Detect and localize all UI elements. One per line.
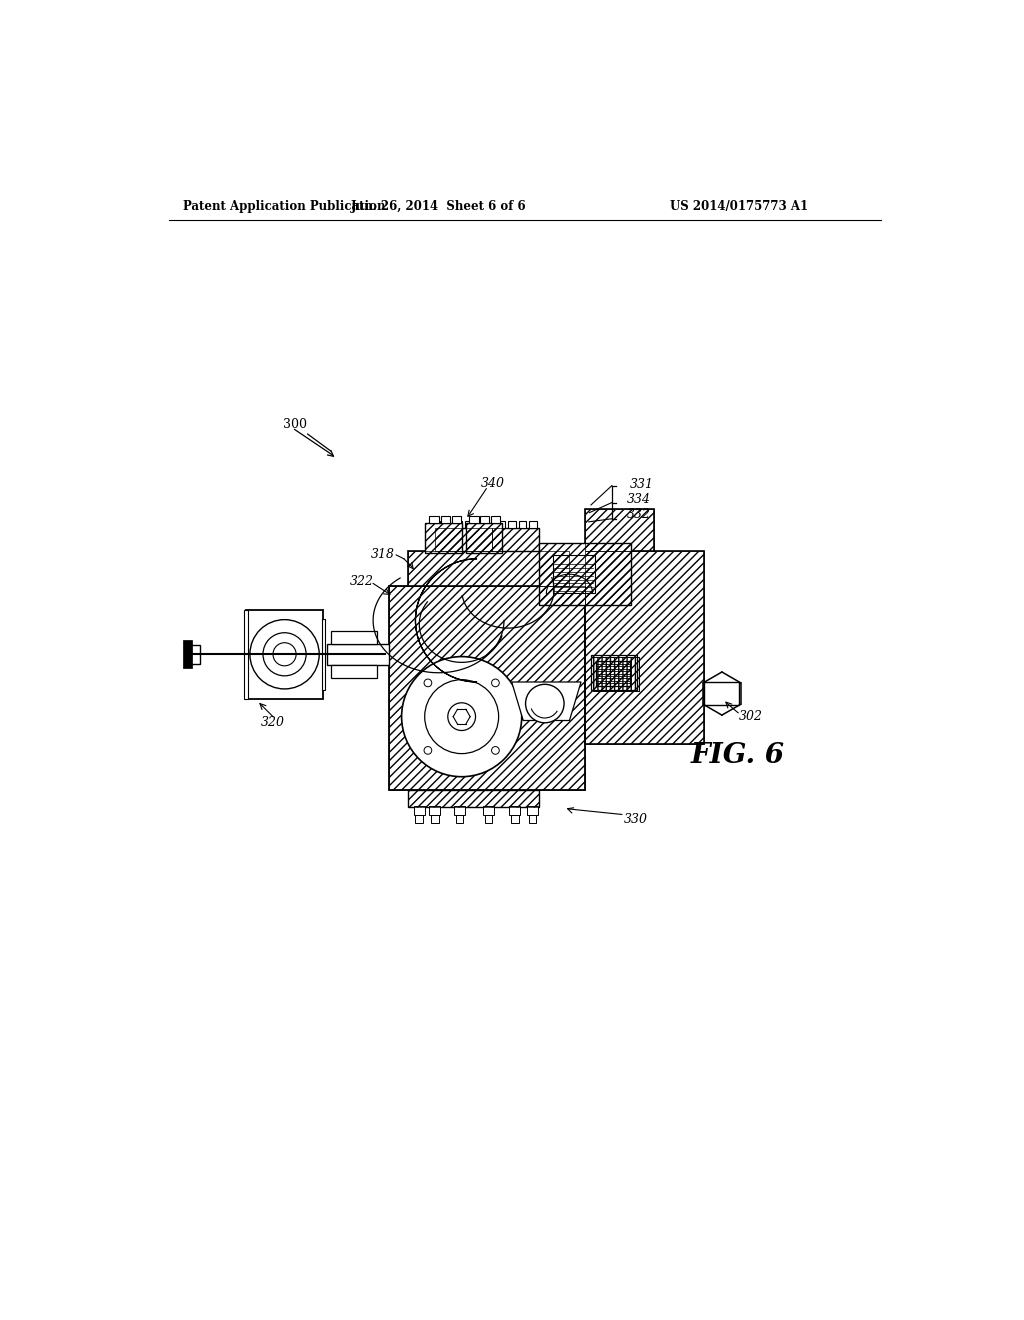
Bar [483, 807, 494, 816]
Bar [539, 544, 631, 605]
Text: 300: 300 [283, 417, 306, 430]
Bar [435, 528, 493, 552]
Bar [429, 807, 440, 816]
Bar [508, 521, 515, 528]
Circle shape [447, 702, 475, 730]
Text: 320: 320 [261, 715, 285, 729]
Circle shape [401, 656, 521, 776]
Bar [529, 521, 538, 528]
Text: 322: 322 [349, 576, 374, 589]
Bar [539, 544, 631, 605]
Text: 332: 332 [628, 508, 651, 520]
Bar [408, 552, 569, 586]
Bar [425, 524, 463, 553]
Text: 340: 340 [480, 477, 505, 490]
Bar [429, 516, 438, 524]
Bar [591, 655, 637, 689]
Bar [452, 516, 461, 524]
Bar [497, 521, 505, 528]
Bar [244, 610, 248, 700]
Bar [188, 645, 200, 664]
Bar [331, 631, 377, 644]
Bar [388, 586, 585, 789]
Bar [441, 516, 451, 524]
Bar [431, 816, 438, 822]
Bar [331, 665, 377, 678]
Bar [469, 516, 478, 524]
Bar [527, 807, 538, 816]
Bar [465, 521, 474, 528]
Bar [466, 524, 503, 553]
Bar [518, 521, 526, 528]
Bar [585, 508, 654, 552]
Text: Jun. 26, 2014  Sheet 6 of 6: Jun. 26, 2014 Sheet 6 of 6 [351, 199, 526, 213]
Bar [490, 516, 500, 524]
Text: 302: 302 [739, 710, 763, 723]
Bar [388, 586, 585, 789]
Bar [456, 816, 463, 822]
Circle shape [424, 747, 432, 754]
Circle shape [263, 632, 306, 676]
Text: 331: 331 [630, 478, 653, 491]
Text: US 2014/0175773 A1: US 2014/0175773 A1 [670, 199, 808, 213]
Bar [484, 816, 493, 822]
Circle shape [492, 747, 500, 754]
Bar [511, 816, 518, 822]
Bar [585, 508, 654, 552]
Text: FIG. 6: FIG. 6 [691, 742, 785, 768]
Bar [327, 644, 388, 665]
Bar [440, 521, 450, 528]
Bar [416, 816, 423, 822]
Bar [414, 807, 425, 816]
Bar [553, 554, 595, 594]
Bar [493, 528, 539, 552]
Bar [453, 521, 462, 528]
Bar [408, 552, 569, 586]
Bar [435, 528, 493, 552]
Bar [480, 516, 489, 524]
Text: Patent Application Publication: Patent Application Publication [183, 199, 385, 213]
Bar [528, 816, 537, 822]
Circle shape [424, 678, 432, 686]
Bar [593, 656, 639, 692]
Text: 330: 330 [624, 813, 647, 825]
Bar [466, 524, 503, 553]
Text: 318: 318 [371, 548, 395, 561]
Bar [585, 552, 705, 743]
Bar [322, 619, 326, 689]
Bar [246, 610, 323, 700]
Polygon shape [512, 682, 581, 721]
Bar [454, 807, 465, 816]
Circle shape [525, 684, 564, 723]
Bar [705, 682, 739, 705]
Circle shape [492, 678, 500, 686]
Bar [408, 789, 539, 807]
Bar [408, 789, 539, 807]
Bar [425, 524, 463, 553]
Bar [493, 528, 539, 552]
Bar [477, 521, 486, 528]
Bar [509, 807, 520, 816]
Bar [585, 552, 705, 743]
Text: 334: 334 [628, 492, 651, 506]
